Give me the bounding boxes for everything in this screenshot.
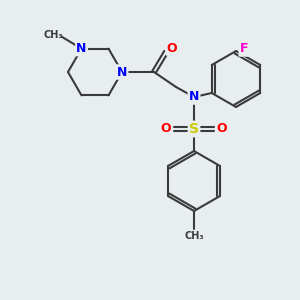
Text: N: N bbox=[76, 42, 87, 55]
Text: S: S bbox=[189, 122, 199, 136]
Text: CH₃: CH₃ bbox=[184, 231, 204, 241]
Text: O: O bbox=[161, 122, 171, 136]
Text: CH₃: CH₃ bbox=[44, 30, 63, 40]
Text: O: O bbox=[167, 41, 177, 55]
Text: F: F bbox=[240, 43, 248, 56]
Text: O: O bbox=[217, 122, 227, 136]
Text: N: N bbox=[189, 91, 199, 103]
Text: N: N bbox=[117, 65, 127, 79]
